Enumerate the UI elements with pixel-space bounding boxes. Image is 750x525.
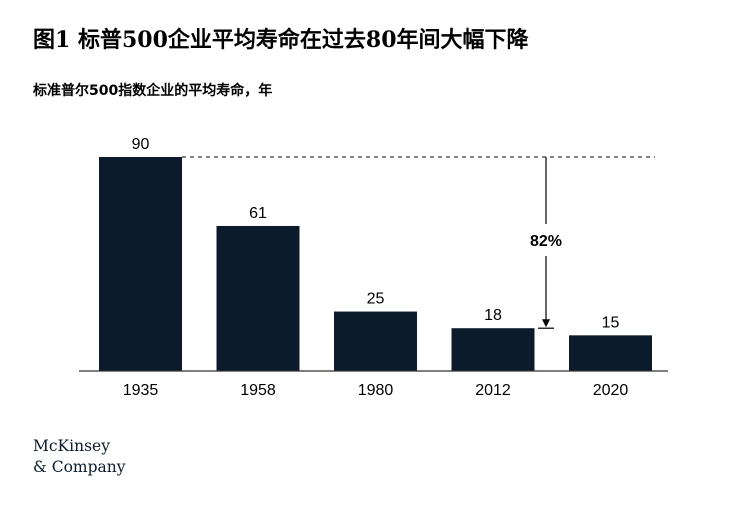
x-tick-label-2020: 2020 (593, 382, 629, 399)
arrow-head (542, 319, 550, 328)
logo-line-2: & Company (33, 458, 126, 476)
chart-subtitle: 标准普尔500指数企业的平均寿命，年 (33, 83, 273, 99)
chart-title: 图1 标普500企业平均寿命在过去80年间大幅下降 (33, 27, 529, 53)
x-tick-label-1958: 1958 (240, 382, 276, 399)
x-tick-label-1980: 1980 (358, 382, 394, 399)
bar-1958 (216, 225, 300, 371)
bar-2012 (451, 328, 535, 371)
mckinsey-logo: McKinsey & Company (33, 436, 126, 478)
bar-1980 (334, 311, 417, 371)
data-label-2012: 18 (484, 307, 502, 324)
x-tick-label-2012: 2012 (475, 382, 511, 399)
bar-2020 (569, 335, 652, 371)
logo-line-1: McKinsey (33, 437, 110, 455)
data-label-1980: 25 (367, 291, 385, 308)
annotation-label: 82% (530, 233, 562, 250)
bar-1935 (99, 157, 182, 371)
data-label-2020: 15 (602, 314, 620, 331)
data-label-1958: 61 (249, 205, 267, 222)
x-tick-label-1935: 1935 (123, 382, 159, 399)
data-label-1935: 90 (132, 136, 150, 153)
